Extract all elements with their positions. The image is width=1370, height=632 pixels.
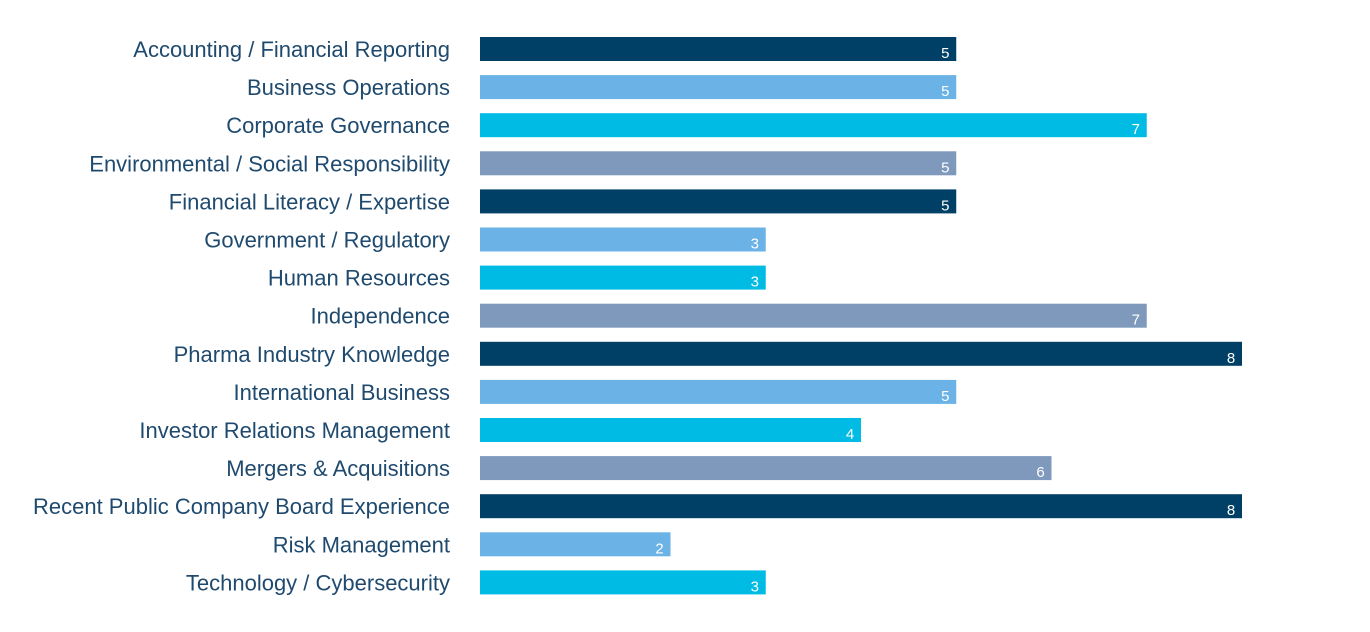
bar <box>480 303 1147 328</box>
bar-value-label: 8 <box>1227 502 1235 519</box>
category-label: Independence <box>311 304 450 329</box>
category-label: Financial Literacy / Expertise <box>169 189 450 214</box>
bar-value-label: 4 <box>846 426 854 443</box>
bar-value-label: 5 <box>941 388 949 405</box>
category-label: Human Resources <box>268 266 450 291</box>
category-label: Business Operations <box>247 75 450 100</box>
bar-value-label: 7 <box>1132 121 1140 138</box>
category-label: Risk Management <box>273 532 450 557</box>
bar <box>480 75 957 100</box>
category-label: Investor Relations Management <box>139 418 450 443</box>
bar <box>480 189 957 214</box>
bar <box>480 379 957 404</box>
bar-value-label: 6 <box>1036 464 1044 481</box>
bar <box>480 570 766 595</box>
bar <box>480 456 1052 481</box>
category-label: Corporate Governance <box>226 113 450 138</box>
bar <box>480 151 957 176</box>
bar-value-label: 3 <box>751 578 759 595</box>
bar-value-label: 3 <box>751 236 759 253</box>
bar-value-label: 3 <box>751 274 759 291</box>
bar <box>480 341 1242 366</box>
category-label: Accounting / Financial Reporting <box>133 37 450 62</box>
bar <box>480 532 671 557</box>
bar-value-label: 5 <box>941 83 949 100</box>
bar <box>480 418 861 442</box>
bar-value-label: 7 <box>1132 312 1140 329</box>
bar-value-label: 8 <box>1227 350 1235 367</box>
bar <box>480 227 766 252</box>
bar-value-label: 5 <box>941 197 949 214</box>
bar-value-label: 5 <box>941 45 949 62</box>
bar-value-label: 2 <box>655 540 663 557</box>
bar <box>480 113 1147 138</box>
category-label: Environmental / Social Responsibility <box>89 151 450 176</box>
bar <box>480 37 957 61</box>
bar-value-label: 5 <box>941 159 949 176</box>
category-label: Recent Public Company Board Experience <box>33 494 450 519</box>
category-label: Technology / Cybersecurity <box>186 570 450 595</box>
bar <box>480 265 766 290</box>
category-label: Mergers & Acquisitions <box>226 456 450 481</box>
bar <box>480 494 1242 519</box>
category-label: Pharma Industry Knowledge <box>174 342 450 367</box>
category-label: Government / Regulatory <box>204 228 450 253</box>
category-label: International Business <box>234 380 450 405</box>
